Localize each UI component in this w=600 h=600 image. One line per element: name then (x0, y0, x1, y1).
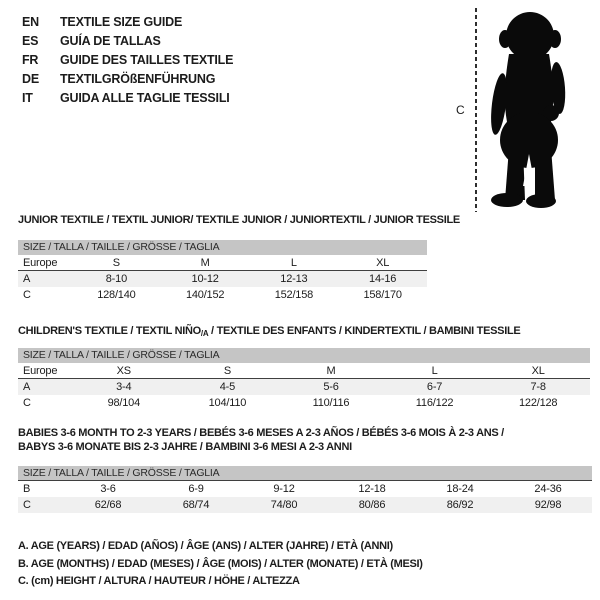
children-title-part: CHILDREN'S TEXTILE / TEXTIL NIÑO (18, 325, 201, 337)
footnote-age-months: B. AGE (MONTHS) / EDAD (MESES) / ÂGE (MO… (18, 557, 423, 570)
age-cell: 3-4 (116, 381, 132, 393)
children-title-part: / TEXTILE DES ENFANTS / KINDERTEXTIL / B… (208, 325, 521, 337)
row-label: A (23, 273, 31, 285)
table-row-europe: Europe XS S M L XL (18, 363, 590, 379)
age-cell: 9-12 (273, 483, 295, 495)
height-cell: 104/110 (208, 397, 247, 409)
height-cell: 116/122 (415, 397, 454, 409)
height-cell: 62/68 (94, 499, 122, 511)
language-list: EN TEXTILE SIZE GUIDE ES GUÍA DE TALLAS … (22, 13, 233, 108)
age-cell: 24-36 (534, 483, 562, 495)
baby-silhouette-icon (491, 12, 566, 208)
language-title: GUIDA ALLE TAGLIE TESSILI (60, 91, 230, 105)
height-cell: 74/80 (270, 499, 298, 511)
height-cell: 152/158 (274, 289, 314, 301)
language-code: FR (22, 53, 39, 67)
size-header-row: SIZE / TALLA / TAILLE / GRÖSSE / TAGLIA (18, 466, 592, 481)
babies-size-table: SIZE / TALLA / TAILLE / GRÖSSE / TAGLIA … (18, 466, 592, 513)
age-cell: 3-6 (100, 483, 116, 495)
height-cell: 68/74 (182, 499, 210, 511)
height-cell: 122/128 (518, 397, 558, 409)
size-cell: L (290, 257, 297, 269)
children-title-sub: /A (200, 329, 209, 338)
row-label: C (23, 289, 31, 301)
age-cell: 5-6 (323, 381, 339, 393)
footnote-height: C. (cm) HEIGHT / ALTURA / HAUTEUR / HÖHE… (18, 575, 300, 587)
size-header-row: SIZE / TALLA / TAILLE / GRÖSSE / TAGLIA (18, 348, 590, 363)
age-cell: 12-18 (358, 483, 386, 495)
language-title: GUÍA DE TALLAS (60, 34, 161, 48)
language-row-es: ES GUÍA DE TALLAS (22, 32, 233, 51)
babies-table-title-line1: BABIES 3-6 MONTH TO 2-3 YEARS / BEBÉS 3-… (18, 427, 504, 439)
language-code: DE (22, 72, 39, 86)
children-size-table: SIZE / TALLA / TAILLE / GRÖSSE / TAGLIA … (18, 348, 590, 411)
age-cell: 14-16 (369, 273, 397, 285)
size-cell: XS (116, 365, 131, 377)
age-cell: 6-7 (426, 381, 443, 393)
age-cell: 6-9 (188, 483, 204, 495)
height-cell: 80/86 (358, 499, 386, 511)
age-cell: 4-5 (219, 381, 236, 393)
row-label: A (23, 381, 31, 393)
language-title: TEXTILGRÖßENFÜHRUNG (60, 72, 216, 86)
table-row-height: C 98/104 104/110 110/116 116/122 122/128 (18, 395, 590, 411)
footnotes: A. AGE (YEARS) / EDAD (AÑOS) / ÂGE (ANS)… (18, 538, 423, 591)
table-row-height: C 128/140 140/152 152/158 158/170 (18, 287, 427, 303)
row-label: B (23, 483, 31, 495)
row-label: Europe (23, 365, 58, 377)
size-cell: XL (376, 257, 390, 269)
language-title: TEXTILE SIZE GUIDE (60, 15, 183, 29)
language-row-fr: FR GUIDE DES TAILLES TEXTILE (22, 51, 233, 70)
children-table-title: CHILDREN'S TEXTILE / TEXTIL NIÑO/A / TEX… (18, 325, 521, 338)
age-cell: 12-13 (280, 273, 308, 285)
height-cell: 98/104 (107, 397, 141, 409)
height-cell: 86/92 (446, 499, 474, 511)
language-row-it: IT GUIDA ALLE TAGLIE TESSILI (22, 89, 233, 108)
language-code: IT (22, 91, 33, 105)
age-cell: 8-10 (105, 273, 127, 285)
table-row-age: A 8-10 10-12 12-13 14-16 (18, 271, 427, 287)
height-cell: 140/152 (185, 289, 225, 301)
table-row-age-months: B 3-6 6-9 9-12 12-18 18-24 24-36 (18, 481, 592, 497)
size-cell: L (431, 365, 438, 377)
language-row-de: DE TEXTILGRÖßENFÜHRUNG (22, 70, 233, 89)
row-label: Europe (23, 257, 58, 269)
height-measure-label: C (456, 103, 465, 117)
size-cell: XL (531, 365, 545, 377)
language-code: EN (22, 15, 39, 29)
language-code: ES (22, 34, 39, 48)
height-cell: 110/116 (312, 397, 350, 409)
size-cell: M (326, 365, 336, 377)
size-cell: S (112, 257, 120, 269)
table-row-height: C 62/68 68/74 74/80 80/86 86/92 92/98 (18, 497, 592, 513)
age-cell: 7-8 (530, 381, 547, 393)
babies-table-title-line2: BABYS 3-6 MONATE BIS 2-3 JAHRE / BAMBINI… (18, 441, 352, 453)
size-header-row: SIZE / TALLA / TAILLE / GRÖSSE / TAGLIA (18, 240, 427, 255)
language-row-en: EN TEXTILE SIZE GUIDE (22, 13, 233, 32)
footnote-age-years: A. AGE (YEARS) / EDAD (AÑOS) / ÂGE (ANS)… (18, 540, 393, 552)
row-label: C (23, 499, 31, 511)
junior-table-title: JUNIOR TEXTILE / TEXTIL JUNIOR/ TEXTILE … (18, 214, 460, 226)
height-cell: 158/170 (363, 289, 402, 301)
row-label: C (23, 397, 31, 409)
age-cell: 10-12 (191, 273, 219, 285)
table-row-age: A 3-4 4-5 5-6 6-7 7-8 (18, 379, 590, 395)
age-cell: 18-24 (446, 483, 474, 495)
size-cell: S (223, 365, 231, 377)
table-row-europe: Europe S M L XL (18, 255, 427, 271)
language-title: GUIDE DES TAILLES TEXTILE (60, 53, 234, 67)
height-cell: 128/140 (97, 289, 136, 301)
height-dashed-line (475, 8, 477, 212)
height-cell: 92/98 (534, 499, 562, 511)
junior-size-table: SIZE / TALLA / TAILLE / GRÖSSE / TAGLIA … (18, 240, 427, 303)
size-cell: M (200, 257, 210, 269)
